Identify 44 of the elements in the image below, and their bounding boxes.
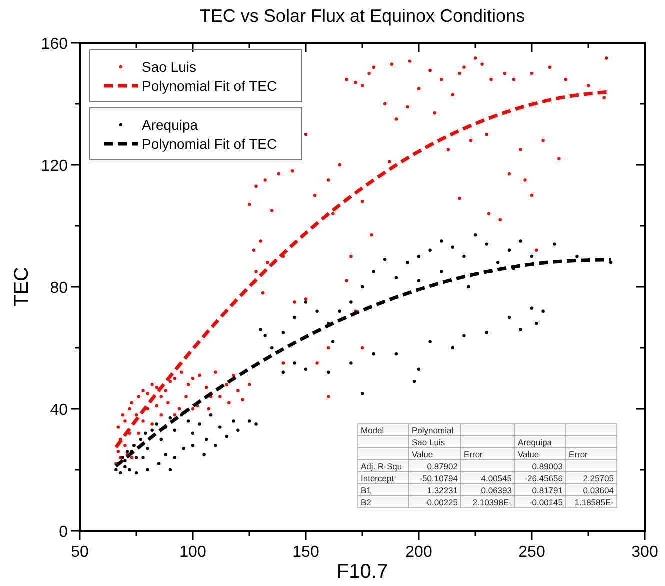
y-tick-label: 80 — [50, 280, 68, 297]
x-tick-label: 150 — [292, 544, 320, 561]
annotation: Value — [412, 450, 434, 460]
x-tick-label: 300 — [632, 544, 658, 561]
y-axis-title: TEC — [11, 267, 33, 307]
legend-label: Polynomial Fit of TEC — [142, 136, 278, 152]
legend-label: Arequipa — [142, 117, 198, 133]
y-tick-label: 160 — [41, 36, 68, 53]
annotation: -50.10794 — [420, 474, 458, 484]
x-tick-label: 200 — [406, 544, 432, 561]
x-tick-label: 250 — [518, 544, 546, 561]
annotation: Sao Luis — [412, 438, 446, 448]
x-tick-label: 100 — [180, 544, 206, 561]
annotation: Error — [464, 450, 484, 460]
annotation: Model — [361, 426, 384, 436]
x-tick-label: 50 — [71, 544, 89, 561]
annotation: Adj. R-Squ — [361, 462, 402, 472]
annotation: 2.10398E- — [472, 498, 512, 508]
annotation: 1.18585E- — [574, 498, 614, 508]
legend-label: Sao Luis — [142, 59, 196, 75]
annotation: Polynomial — [412, 426, 454, 436]
annotation: Error — [569, 450, 588, 460]
annotation: 1.32231 — [427, 486, 458, 496]
annotation: 2.25705 — [583, 474, 614, 484]
annotation: -0.00145 — [529, 498, 564, 508]
annotation: Arequipa — [518, 438, 552, 448]
x-axis-title: F10.7 — [336, 561, 388, 583]
chart-title: TEC vs Solar Flux at Equinox Conditions — [200, 6, 526, 26]
annotation: 0.87902 — [427, 462, 458, 472]
legend-label: Polynomial Fit of TEC — [142, 78, 278, 94]
annotation: 4.00545 — [481, 474, 512, 484]
annotation: -0.00225 — [424, 498, 458, 508]
annotation: 0.81791 — [532, 486, 564, 496]
annotation: 0.06393 — [481, 486, 512, 496]
annotation: Value — [518, 450, 540, 460]
annotation: 0.03604 — [583, 486, 614, 496]
y-tick-label: 40 — [50, 402, 68, 419]
annotation: B1 — [361, 486, 372, 496]
annotation: 0.89003 — [532, 462, 564, 472]
annotation: B2 — [361, 498, 372, 508]
y-tick-label: 0 — [59, 524, 68, 541]
annotation: Intercept — [361, 474, 395, 484]
y-tick-label: 120 — [41, 158, 68, 175]
annotation: -26.45656 — [524, 474, 564, 484]
